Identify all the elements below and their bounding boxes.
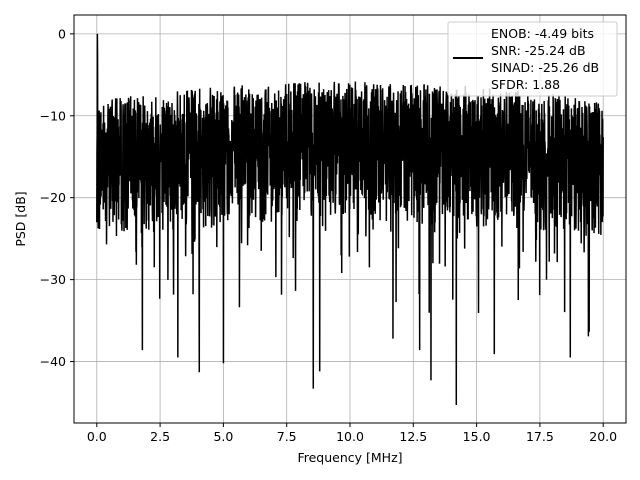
y-tick-label: 0: [58, 26, 66, 41]
series-group: [96, 33, 604, 405]
x-tick-label: 2.5: [150, 429, 170, 444]
y-axis: 0 −10 −20 −30 −40: [40, 26, 74, 369]
legend-entry-enob: ENOB: -4.49 bits: [491, 26, 594, 41]
x-tick-label: 20.0: [589, 429, 617, 444]
legend-box: [447, 21, 618, 97]
legend-entry-snr: SNR: -25.24 dB: [491, 43, 586, 58]
x-tick-label: 17.5: [526, 429, 554, 444]
x-axis: 0.0 2.5 5.0 7.5 10.0 12.5 15.0 17.5 20.0: [87, 423, 617, 444]
x-tick-label: 5.0: [213, 429, 233, 444]
y-tick-label: −20: [40, 190, 66, 205]
y-tick-label: −10: [40, 108, 66, 123]
x-tick-label: 10.0: [336, 429, 364, 444]
legend: ENOB: -4.49 bits SNR: -25.24 dB SINAD: -…: [447, 21, 618, 97]
x-tick-label: 0.0: [87, 429, 107, 444]
x-tick-label: 7.5: [277, 429, 297, 444]
x-axis-label: Frequency [MHz]: [297, 450, 402, 465]
y-axis-label: PSD [dB]: [13, 191, 28, 246]
legend-entry-sinad: SINAD: -25.26 dB: [491, 60, 599, 75]
legend-entry-sfdr: SFDR: 1.88: [491, 77, 560, 92]
y-tick-label: −30: [40, 272, 66, 287]
y-tick-label: −40: [40, 354, 66, 369]
psd-series-line: [96, 33, 604, 405]
x-tick-label: 15.0: [463, 429, 491, 444]
x-tick-label: 12.5: [399, 429, 427, 444]
